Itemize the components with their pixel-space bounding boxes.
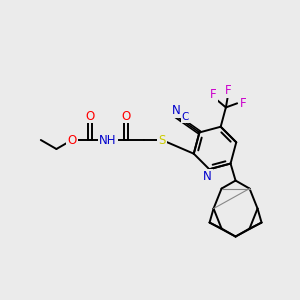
Text: F: F <box>225 84 231 97</box>
Text: O: O <box>68 134 76 146</box>
Text: S: S <box>158 134 166 146</box>
Text: F: F <box>240 97 247 110</box>
Text: O: O <box>122 110 130 122</box>
Text: N: N <box>172 103 181 117</box>
Text: N: N <box>203 170 212 183</box>
Text: NH: NH <box>99 134 117 146</box>
Text: C: C <box>182 112 189 122</box>
Text: F: F <box>210 88 217 101</box>
Text: O: O <box>85 110 94 122</box>
